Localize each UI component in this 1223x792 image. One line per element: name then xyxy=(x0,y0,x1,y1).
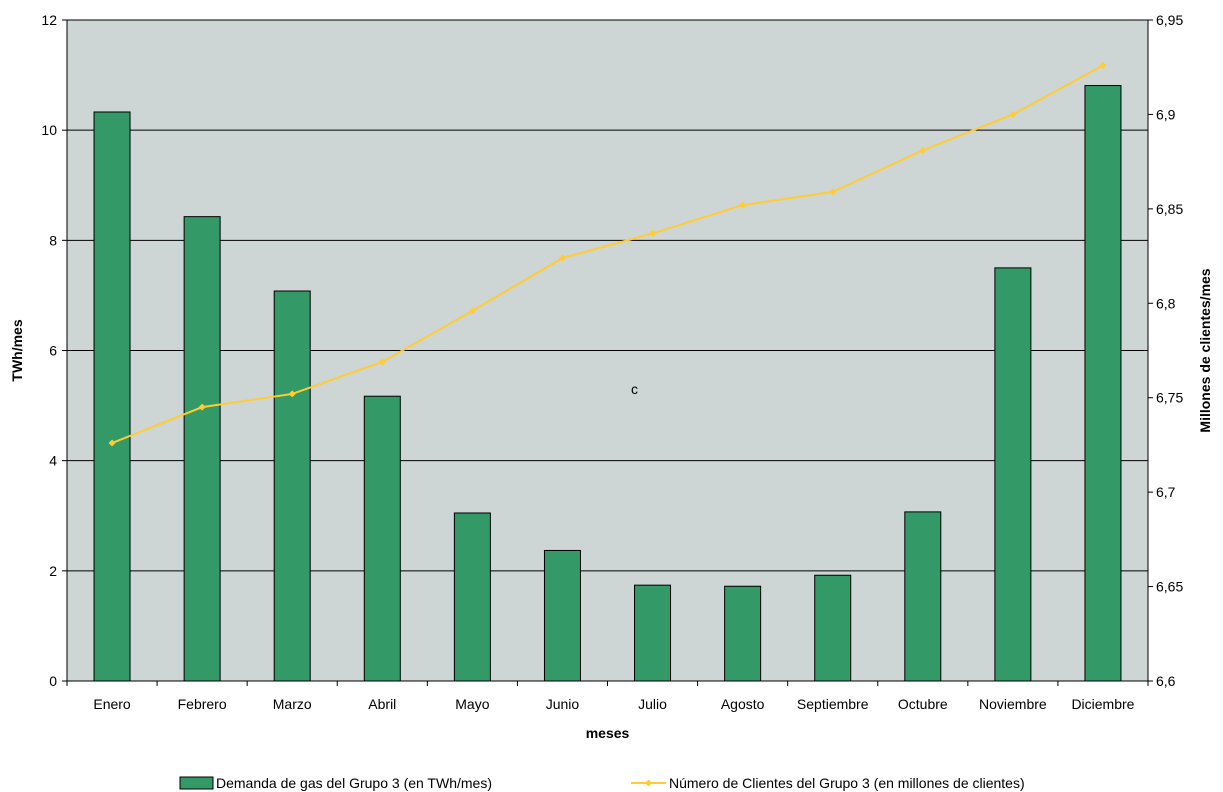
y2-tick-label: 6,8 xyxy=(1156,295,1176,311)
x-tick-label: Marzo xyxy=(273,696,312,712)
axes: 0 2 4 6 8 10 12 6,6 6,65 6,7 6,75 6,8 6,85 6,9 6,95 Ene… xyxy=(41,12,1183,712)
line-point-octubre xyxy=(919,146,927,154)
y2-tick-label: 6,75 xyxy=(1156,390,1183,406)
gridlines xyxy=(67,19,1148,572)
bar-mayo xyxy=(453,512,491,682)
x-tick-label: Julio xyxy=(638,696,667,712)
line-point-diciembre xyxy=(1099,61,1107,69)
y2-tick-label: 6,95 xyxy=(1156,12,1183,28)
bar-diciembre xyxy=(1084,85,1122,682)
x-tick-label: Septiembre xyxy=(797,696,869,712)
legend: Demanda de gas del Grupo 3 (en TWh/mes) … xyxy=(179,775,1025,791)
line-point-agosto xyxy=(739,201,747,209)
x-axis-title: meses xyxy=(586,725,630,741)
bar-junio xyxy=(543,549,581,682)
y2-tick-label: 6,7 xyxy=(1156,484,1176,500)
bar-marzo xyxy=(273,290,311,682)
y-tick-label: 10 xyxy=(41,122,57,138)
y-tick-label: 8 xyxy=(49,232,57,248)
y-tick-label: 12 xyxy=(41,12,57,28)
x-tick-label: Diciembre xyxy=(1071,696,1134,712)
y-axis-title: TWh/mes xyxy=(9,319,25,381)
line-series xyxy=(108,61,1107,447)
clients-line xyxy=(111,64,1104,444)
line-point-febrero xyxy=(198,403,206,411)
x-tick-label: Junio xyxy=(546,696,580,712)
line-point-enero xyxy=(108,439,116,447)
bar-abril xyxy=(363,395,401,682)
legend-bar-label: Demanda de gas del Grupo 3 (en TWh/mes) xyxy=(216,775,492,791)
y-tick-label: 4 xyxy=(49,453,57,469)
bar-agosto xyxy=(724,585,762,682)
y-tick-label: 2 xyxy=(49,563,57,579)
x-tick-label: Octubre xyxy=(898,696,948,712)
legend-bar-swatch xyxy=(179,776,214,790)
line-point-noviembre xyxy=(1009,110,1017,118)
x-tick-label: Abril xyxy=(368,696,396,712)
line-point-septiembre xyxy=(829,188,837,196)
x-tick-label: Noviembre xyxy=(979,696,1047,712)
x-tick-label: Agosto xyxy=(721,696,765,712)
annotation-label: c xyxy=(631,381,638,397)
line-point-junio xyxy=(558,254,566,262)
line-point-marzo xyxy=(288,390,296,398)
line-point-mayo xyxy=(468,307,476,315)
line-point-julio xyxy=(649,229,657,237)
legend-line-marker xyxy=(645,779,652,787)
x-tick-label: Febrero xyxy=(178,696,227,712)
bar-octubre xyxy=(904,511,942,682)
bar-enero xyxy=(93,111,131,682)
x-tick-label: Mayo xyxy=(455,696,489,712)
y2-tick-label: 6,85 xyxy=(1156,201,1183,217)
y2-axis-title: Millones de clientes/mes xyxy=(1197,268,1213,432)
bar-noviembre xyxy=(994,267,1032,682)
bar-series xyxy=(93,85,1122,682)
y2-tick-label: 6,65 xyxy=(1156,579,1183,595)
bar-julio xyxy=(634,584,672,682)
bar-febrero xyxy=(183,216,221,682)
bar-septiembre xyxy=(814,574,852,682)
y-tick-label: 0 xyxy=(49,673,57,689)
y2-tick-label: 6,6 xyxy=(1156,673,1176,689)
x-tick-label: Enero xyxy=(93,696,131,712)
line-point-abril xyxy=(378,358,386,366)
y-tick-label: 6 xyxy=(49,343,57,359)
legend-line-label: Número de Clientes del Grupo 3 (en millo… xyxy=(669,775,1025,791)
y2-tick-label: 6,9 xyxy=(1156,106,1176,122)
